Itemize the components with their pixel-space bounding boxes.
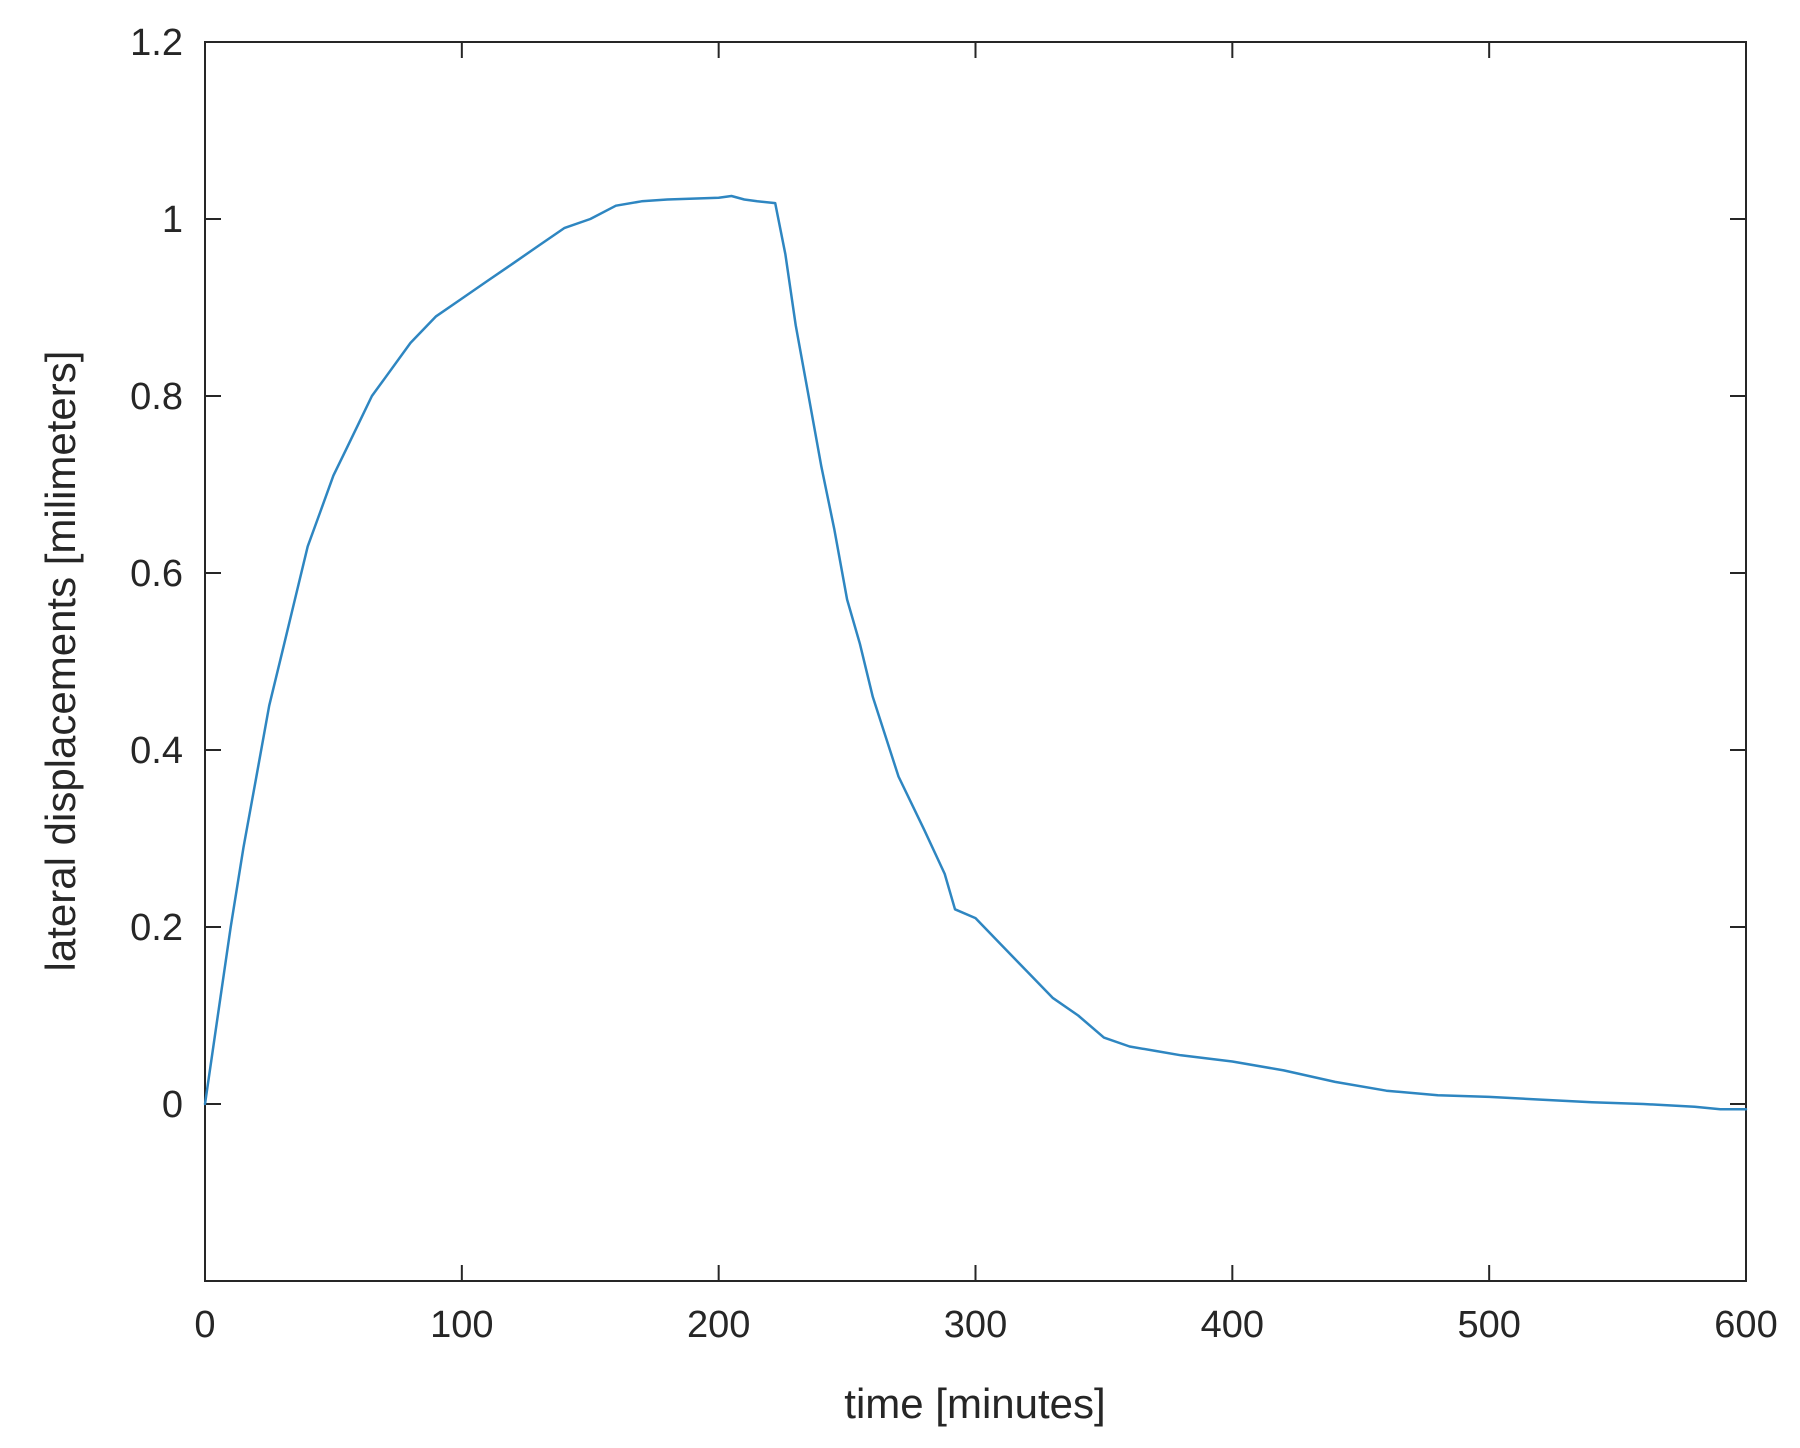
data-series-line xyxy=(203,194,1748,1111)
x-tick-label: 600 xyxy=(1714,1304,1777,1346)
y-tick-label: 0.2 xyxy=(130,907,183,949)
y-axis-label: lateral displacements [milimeters] xyxy=(37,351,84,972)
x-tick-label: 400 xyxy=(1201,1304,1264,1346)
x-tick-label: 300 xyxy=(944,1304,1007,1346)
x-tick-label: 100 xyxy=(430,1304,493,1346)
y-tick-label: 0 xyxy=(162,1084,183,1126)
x-tick-label: 500 xyxy=(1457,1304,1520,1346)
y-tick-label: 0.6 xyxy=(130,553,183,595)
x-tick-label: 200 xyxy=(687,1304,750,1346)
plot-area xyxy=(204,41,1747,1282)
y-tick-label: 1 xyxy=(162,199,183,241)
y-tick-label: 0.8 xyxy=(130,376,183,418)
y-tick-label: 1.2 xyxy=(130,22,183,64)
y-axis-ticks: 0 0.2 0.4 0.6 0.8 1 1.2 xyxy=(130,22,1746,1126)
x-axis-ticks: 0 100 200 300 400 500 600 xyxy=(194,42,1778,1346)
y-tick-label: 0.4 xyxy=(130,730,183,772)
x-axis-label: time [minutes] xyxy=(844,1380,1105,1427)
x-tick-label: 0 xyxy=(194,1304,215,1346)
